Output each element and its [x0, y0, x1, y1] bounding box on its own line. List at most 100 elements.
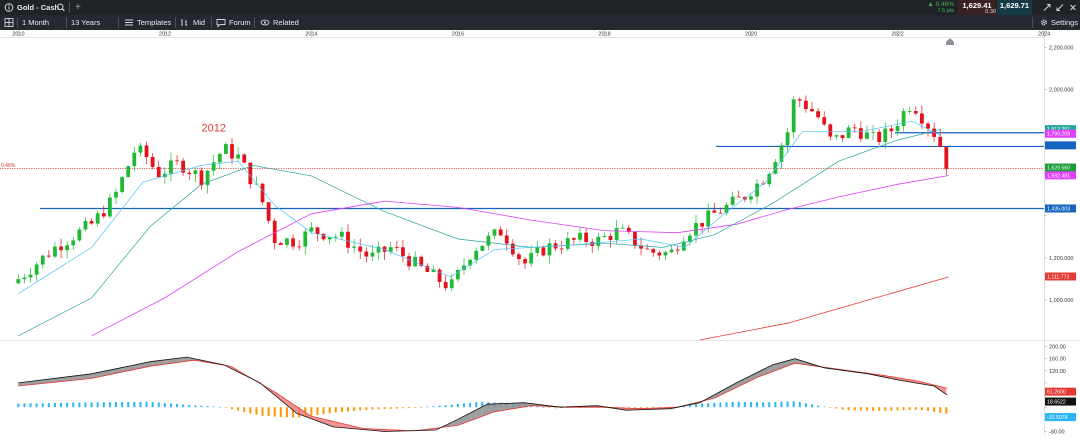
time-tick-label: 2020	[745, 32, 757, 38]
histogram-bar	[365, 407, 367, 410]
time-tick-label: 2022	[891, 32, 903, 38]
candle-up	[16, 279, 20, 283]
range-select[interactable]: 13 Years	[71, 15, 100, 30]
templates-button[interactable]: Templates	[137, 15, 171, 30]
histogram-bar	[274, 407, 276, 416]
candle-down	[572, 238, 576, 240]
candle-down	[151, 157, 155, 167]
histogram-bar	[158, 402, 160, 407]
candle-up	[786, 132, 790, 145]
histogram-bar	[207, 406, 209, 407]
candle-down	[926, 124, 930, 129]
histogram-bar	[243, 407, 245, 412]
candle-up	[236, 155, 240, 159]
histogram-bar	[866, 407, 868, 410]
candle-down	[401, 247, 405, 256]
histogram-bar	[896, 407, 898, 410]
gear-icon[interactable]	[1039, 15, 1049, 30]
histogram-bar	[146, 402, 148, 407]
templates-icon[interactable]	[124, 15, 134, 30]
candle-up	[53, 247, 57, 257]
interval-select[interactable]: 1 Month	[22, 15, 49, 30]
forum-icon[interactable]	[216, 15, 226, 30]
forum-button[interactable]: Forum	[229, 15, 251, 30]
histogram-bar	[909, 407, 911, 410]
info-icon[interactable]	[4, 0, 14, 15]
candle-up	[731, 197, 735, 205]
time-tick-label: 2024	[1038, 32, 1050, 38]
histogram-bar	[280, 407, 282, 417]
candle-down	[584, 233, 588, 242]
price-tag-label: 1,629.560	[1047, 166, 1070, 172]
instrument-title[interactable]: Gold - Cash	[17, 0, 59, 15]
histogram-bar	[726, 402, 728, 407]
close-icon[interactable]	[1068, 0, 1078, 15]
candle-down	[267, 202, 271, 220]
eye-icon[interactable]	[260, 15, 270, 30]
search-icon[interactable]	[56, 0, 66, 15]
histogram-bar	[768, 402, 770, 407]
histogram-bar	[842, 407, 844, 409]
candle-up	[303, 231, 307, 246]
candle-up	[206, 171, 210, 186]
divider	[211, 17, 212, 28]
histogram-bar	[286, 407, 288, 417]
add-tab-button[interactable]: +	[75, 0, 81, 15]
layout-icon[interactable]	[4, 15, 14, 30]
ask-button[interactable]: 1,629.71	[997, 0, 1032, 15]
candle-up	[865, 132, 869, 139]
histogram-bar	[884, 407, 886, 411]
histogram-bar	[139, 402, 141, 407]
candle-up	[84, 221, 88, 229]
histogram-bar	[384, 407, 386, 409]
candle-down	[261, 184, 265, 203]
candle-up	[603, 236, 607, 237]
candle-up	[193, 170, 197, 174]
bid-button[interactable]: 1,629.41 0.30	[958, 0, 996, 15]
histogram-bar	[182, 404, 184, 407]
histogram-bar	[548, 407, 550, 408]
mid-button[interactable]: Mid	[193, 15, 205, 30]
histogram-bar	[426, 407, 428, 408]
collapse-icon[interactable]	[1055, 0, 1065, 15]
histogram-bar	[927, 407, 929, 411]
candle-down	[316, 227, 320, 234]
histogram-bar	[787, 401, 789, 407]
related-button[interactable]: Related	[273, 15, 299, 30]
histogram-bar	[713, 403, 715, 407]
histogram-bar	[817, 406, 819, 408]
candle-down	[938, 137, 942, 147]
histogram-bar	[262, 407, 264, 416]
candle-down	[322, 234, 326, 239]
candle-up	[621, 228, 625, 229]
histogram-bar	[323, 407, 325, 414]
candle-up	[474, 251, 478, 260]
mid-icon[interactable]	[180, 15, 190, 30]
histogram-bar	[793, 401, 795, 407]
histogram-bar	[225, 407, 227, 408]
divider	[69, 2, 70, 13]
settings-button[interactable]: Settings	[1051, 15, 1078, 30]
change-badge: ▲ 0.46% 7.5 pts	[924, 0, 957, 15]
histogram-bar	[420, 407, 422, 408]
candle-up	[883, 129, 887, 142]
histogram-bar	[359, 407, 361, 410]
candle-up	[706, 210, 710, 226]
candle-up	[120, 177, 124, 192]
expand-icon[interactable]	[1042, 0, 1052, 15]
candle-up	[615, 228, 619, 240]
candle-up	[108, 198, 112, 217]
price-tick-label: 2,200.000	[1049, 46, 1073, 52]
histogram-bar	[799, 402, 801, 407]
candle-up	[340, 232, 344, 237]
candle-up	[23, 277, 27, 279]
histogram-bar	[396, 407, 398, 408]
histogram-bar	[335, 407, 337, 412]
candle-down	[59, 247, 63, 251]
candle-up	[126, 166, 130, 177]
histogram-bar	[903, 407, 905, 410]
histogram-bar	[463, 403, 465, 407]
candle-down	[407, 256, 411, 266]
